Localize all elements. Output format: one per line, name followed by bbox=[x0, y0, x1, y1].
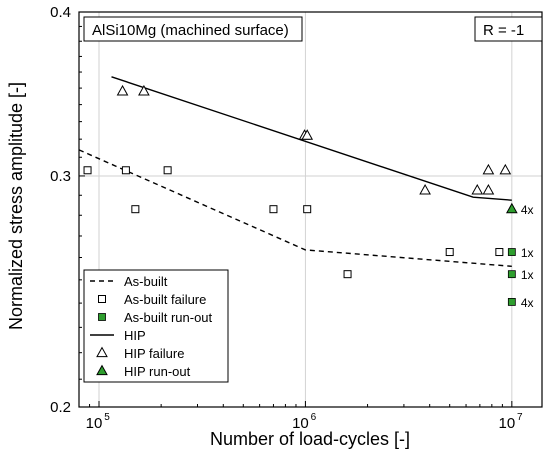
material-annotation: AlSi10Mg (machined surface) bbox=[92, 22, 289, 39]
as-built-run-out-point bbox=[507, 270, 516, 279]
x-tick-label-exponent: 6 bbox=[311, 412, 317, 423]
y-tick-label: 0.3 bbox=[50, 168, 71, 185]
plot-series: 1x 1x 4x 4x bbox=[78, 76, 534, 310]
as-built-failure-point bbox=[83, 166, 92, 175]
legend-label-hip-run-out: HIP run-out bbox=[124, 364, 191, 379]
legend-swatch-hip-failure bbox=[96, 346, 108, 358]
as-built-failure-point bbox=[269, 205, 278, 214]
as-built-run-out-count-label: 1x bbox=[521, 246, 534, 260]
hip-failure-point bbox=[301, 129, 314, 140]
as-built-run-out-count-label: 4x bbox=[521, 296, 534, 310]
plot-frame bbox=[78, 11, 543, 408]
as-built-failure-point bbox=[121, 166, 130, 175]
legend-label-as-built-failure: As-built failure bbox=[124, 292, 206, 307]
x-tick-label: 10 bbox=[498, 415, 515, 432]
hip-failure-point bbox=[116, 84, 129, 96]
as-built-run-out-point bbox=[507, 248, 516, 256]
hip-failure-point bbox=[499, 163, 512, 175]
legend-swatch-hip-run-out bbox=[96, 364, 108, 376]
hip-failure-point bbox=[482, 163, 495, 175]
as-built-failure-point bbox=[303, 205, 312, 214]
as-built-failure-point bbox=[131, 205, 140, 214]
x-tick-label-exponent: 7 bbox=[517, 412, 523, 423]
hip-failure-point bbox=[419, 183, 431, 195]
ratio-annotation-box: R = -1 bbox=[474, 16, 543, 42]
as-built-run-out-point bbox=[507, 298, 516, 306]
legend-label-hip: HIP bbox=[124, 328, 146, 343]
material-annotation-box: AlSi10Mg (machined surface) bbox=[83, 16, 303, 42]
hip-run-out-count-label: 4x bbox=[521, 203, 534, 217]
legend-label-hip-failure: HIP failure bbox=[124, 346, 184, 361]
as-built-failure-point bbox=[163, 166, 172, 175]
as-built-failure-point bbox=[343, 270, 352, 279]
axis-ticks: 10 5 10 6 10 70.20.30.4 bbox=[50, 4, 523, 432]
legend: As-built As-built failure As-built run-out… bbox=[83, 269, 229, 383]
x-tick-label: 10 bbox=[86, 415, 103, 432]
as-built-failure-point bbox=[445, 248, 454, 257]
as-built-failure-point bbox=[495, 248, 504, 257]
y-tick-label: 0.2 bbox=[50, 399, 71, 416]
hip-failure-point bbox=[138, 84, 150, 96]
hip-run-out-point bbox=[505, 202, 518, 214]
y-tick-label: 0.4 bbox=[50, 4, 71, 21]
as-built-line bbox=[78, 149, 512, 267]
x-axis-label: Number of load-cycles [-] bbox=[210, 429, 410, 449]
legend-swatch-as-built-run-out bbox=[98, 313, 106, 321]
hip-line bbox=[111, 76, 512, 201]
y-axis-label: Normalized stress amplitude [-] bbox=[6, 82, 26, 330]
legend-label-as-built-run-out: As-built run-out bbox=[124, 310, 213, 325]
hip-failure-point bbox=[482, 183, 495, 195]
legend-swatch-as-built-failure bbox=[98, 295, 106, 303]
hip-failure-point bbox=[471, 183, 484, 195]
x-tick-label-exponent: 5 bbox=[104, 412, 110, 423]
as-built-run-out-count-label: 1x bbox=[521, 268, 534, 282]
legend-label-as-built: As-built bbox=[124, 274, 168, 289]
x-tick-label: 10 bbox=[292, 415, 309, 432]
ratio-annotation: R = -1 bbox=[483, 22, 524, 39]
